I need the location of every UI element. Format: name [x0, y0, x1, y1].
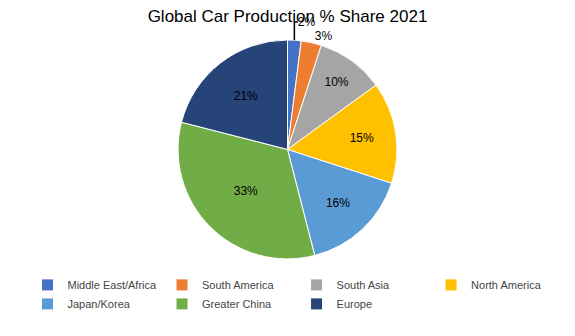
svg-text:Europe: Europe — [337, 298, 372, 310]
svg-text:Global Car Production % Share: Global Car Production % Share 2021 — [148, 7, 428, 26]
svg-text:2%: 2% — [298, 15, 316, 29]
svg-text:15%: 15% — [350, 131, 374, 145]
svg-text:16%: 16% — [326, 196, 350, 210]
svg-text:21%: 21% — [234, 89, 258, 103]
svg-text:South America: South America — [202, 279, 274, 291]
svg-text:10%: 10% — [324, 75, 348, 89]
svg-text:33%: 33% — [234, 184, 258, 198]
svg-text:North America: North America — [471, 279, 542, 291]
svg-text:Middle East/Africa: Middle East/Africa — [68, 279, 158, 291]
svg-text:3%: 3% — [315, 29, 333, 43]
svg-text:Greater China: Greater China — [202, 298, 272, 310]
svg-text:South Asia: South Asia — [337, 279, 390, 291]
svg-text:Japan/Korea: Japan/Korea — [68, 298, 131, 310]
